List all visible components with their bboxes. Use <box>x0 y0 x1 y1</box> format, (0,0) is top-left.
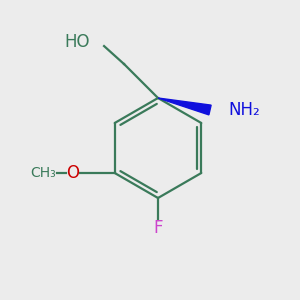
Text: CH₃: CH₃ <box>30 166 56 180</box>
Polygon shape <box>158 98 211 115</box>
Text: F: F <box>153 219 163 237</box>
Text: NH₂: NH₂ <box>228 101 260 119</box>
Text: HO: HO <box>64 33 90 51</box>
Text: O: O <box>66 164 79 182</box>
